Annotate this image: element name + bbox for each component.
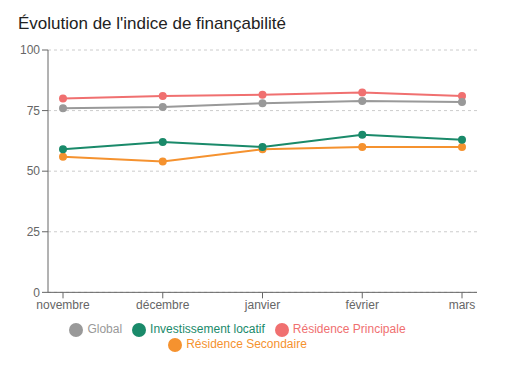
svg-text:mars: mars — [449, 298, 476, 312]
html-text:Investissement locatif: Investissement locatif — [150, 322, 265, 337]
svg-text:décembre: décembre — [136, 298, 190, 312]
svg-text:100: 100 — [20, 43, 40, 57]
html-text:Évolution de l'indice de finan: Évolution de l'indice de finançabilité — [18, 14, 286, 33]
svg-text:0: 0 — [33, 286, 40, 300]
html-text:Global: Global — [87, 322, 123, 337]
svg-text:novembre: novembre — [36, 298, 90, 312]
html-text:Résidence Principale: Résidence Principale — [292, 322, 406, 337]
svg-text:50: 50 — [27, 164, 41, 178]
svg-text:75: 75 — [27, 104, 41, 118]
svg-text:25: 25 — [27, 225, 41, 239]
html-text:Résidence Secondaire: Résidence Secondaire — [186, 337, 307, 352]
svg-text:janvier: janvier — [244, 298, 280, 312]
svg-text:février: février — [346, 298, 379, 312]
